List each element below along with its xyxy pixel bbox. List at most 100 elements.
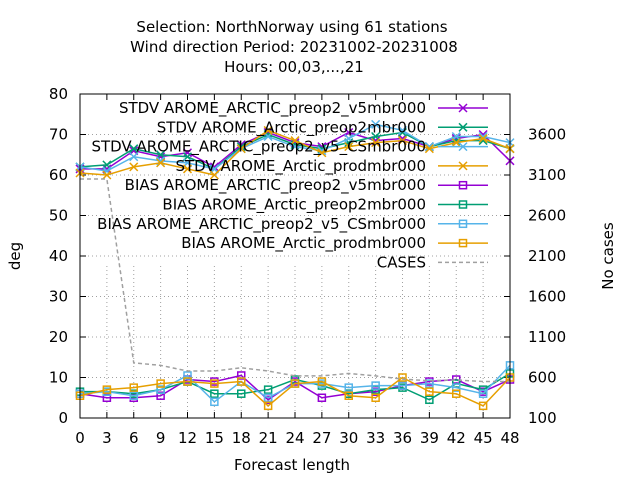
- data-point: [263, 125, 273, 135]
- data-point: [478, 134, 488, 144]
- data-point: [452, 383, 461, 392]
- x-tick-label: 24: [285, 429, 304, 447]
- data-point: [290, 379, 300, 388]
- x-axis-label: Forecast length: [234, 456, 350, 474]
- data-point: [371, 381, 380, 390]
- data-point: [425, 387, 434, 396]
- x-tick-label: 45: [474, 429, 493, 447]
- data-point: [397, 125, 408, 135]
- data-point: [263, 401, 273, 411]
- data-point: [129, 144, 139, 154]
- data-point: [237, 377, 246, 386]
- legend-marker: [458, 219, 468, 229]
- x-tick-label: 42: [447, 429, 466, 447]
- data-point: [451, 138, 461, 148]
- x-tick-label: 9: [156, 429, 166, 447]
- legend-marker: [458, 161, 468, 171]
- x-tick-label: 15: [205, 429, 224, 447]
- data-point: [129, 162, 139, 172]
- x-tick-label: 30: [339, 429, 358, 447]
- series-cases-8: [80, 178, 510, 383]
- data-point: [371, 119, 381, 129]
- series-line: [80, 178, 510, 383]
- data-point: [156, 379, 165, 388]
- legend-label: STDV AROME_Arctic_preop2mbr000: [157, 118, 426, 137]
- data-point: [236, 142, 246, 152]
- data-point: [210, 379, 219, 388]
- y2-tick-label: 600: [528, 369, 557, 387]
- x-tick-label: 3: [102, 429, 112, 447]
- y2-tick-label: 100: [528, 409, 557, 427]
- chart-title: Selection: NorthNorway using 61 stations…: [130, 18, 458, 76]
- legend-label: STDV AROME_ARCTIC_preop2_v5mbr000: [119, 99, 426, 118]
- plot-frame: [79, 93, 511, 419]
- legend-marker: [458, 238, 468, 248]
- x-tick-label: 39: [420, 429, 439, 447]
- y2-tick-label: 1100: [528, 328, 566, 346]
- legend-entry: STDV AROME_Arctic_preop2mbr000: [157, 118, 488, 137]
- series-layer: [75, 119, 515, 411]
- x-tick-label: 18: [232, 429, 251, 447]
- data-point: [344, 383, 353, 392]
- x-tick-label: 27: [312, 429, 331, 447]
- legend-entry: BIAS AROME_Arctic_prodmbr000: [181, 234, 488, 253]
- data-point: [183, 371, 192, 380]
- data-point: [156, 158, 166, 168]
- data-point: [317, 148, 327, 158]
- data-point: [425, 379, 434, 388]
- y-tick-label: 60: [49, 166, 68, 184]
- legend-label: STDV AROME_ARCTIC_preop2_v5_CSmbr000: [91, 138, 426, 157]
- data-point: [237, 389, 246, 398]
- legend-entry: BIAS AROME_ARCTIC_preop2_v5mbr000: [125, 176, 488, 195]
- data-point: [182, 148, 193, 158]
- legend-marker: [458, 122, 468, 132]
- data-point: [209, 170, 219, 180]
- data-point: [344, 142, 354, 152]
- y-tick-label: 30: [49, 288, 68, 306]
- y-tick-label: 50: [49, 207, 68, 225]
- data-point: [182, 164, 193, 174]
- data-point: [398, 381, 407, 390]
- series-bias-7: [75, 373, 515, 411]
- data-point: [263, 385, 273, 394]
- data-point: [317, 146, 327, 156]
- legend-label: BIAS AROME_Arctic_preop2mbr000: [162, 196, 426, 215]
- x-tick-label: 6: [129, 429, 139, 447]
- data-point: [210, 397, 219, 407]
- data-point: [129, 152, 139, 162]
- axes: 0102030405060708010060011001600210026003…: [49, 85, 566, 447]
- legend-entry: BIAS AROME_Arctic_preop2mbr000: [162, 196, 488, 215]
- y-tick-label: 0: [58, 409, 68, 427]
- legend-marker: [458, 180, 468, 190]
- y-tick-label: 10: [49, 369, 68, 387]
- legend-label: BIAS AROME_ARCTIC_preop2_v5_CSmbr000: [97, 215, 426, 234]
- legend-label: BIAS AROME_Arctic_prodmbr000: [181, 234, 426, 253]
- data-point: [424, 142, 434, 152]
- data-point: [263, 393, 273, 402]
- y-tick-label: 40: [49, 247, 68, 265]
- legend-label: BIAS AROME_ARCTIC_preop2_v5mbr000: [125, 176, 426, 195]
- legend-marker: [458, 200, 468, 209]
- y2-tick-label: 3100: [528, 166, 566, 184]
- legend-entry: BIAS AROME_ARCTIC_preop2_v5_CSmbr000: [97, 215, 488, 234]
- title-line-1: Selection: NorthNorway using 61 stations: [136, 18, 447, 36]
- y-tick-label: 80: [49, 85, 68, 103]
- x-tick-label: 21: [259, 429, 278, 447]
- y2-tick-label: 1600: [528, 288, 566, 306]
- data-point: [102, 170, 112, 180]
- legend-entry: CASES: [377, 253, 488, 271]
- x-tick-label: 36: [393, 429, 412, 447]
- y-tick-label: 70: [49, 126, 68, 144]
- x-tick-label: 48: [500, 429, 519, 447]
- data-point: [425, 395, 434, 405]
- y2-axis-label: No cases: [599, 222, 617, 290]
- data-point: [478, 401, 488, 411]
- legend-entry: STDV AROME_Arctic_prodmbr000: [175, 157, 488, 176]
- y2-tick-label: 2100: [528, 247, 566, 265]
- legend-entry: STDV AROME_ARCTIC_preop2_v5mbr000: [119, 99, 488, 118]
- x-tick-label: 0: [75, 429, 85, 447]
- data-point: [478, 136, 488, 146]
- data-point: [102, 393, 112, 402]
- series-line: [79, 376, 511, 407]
